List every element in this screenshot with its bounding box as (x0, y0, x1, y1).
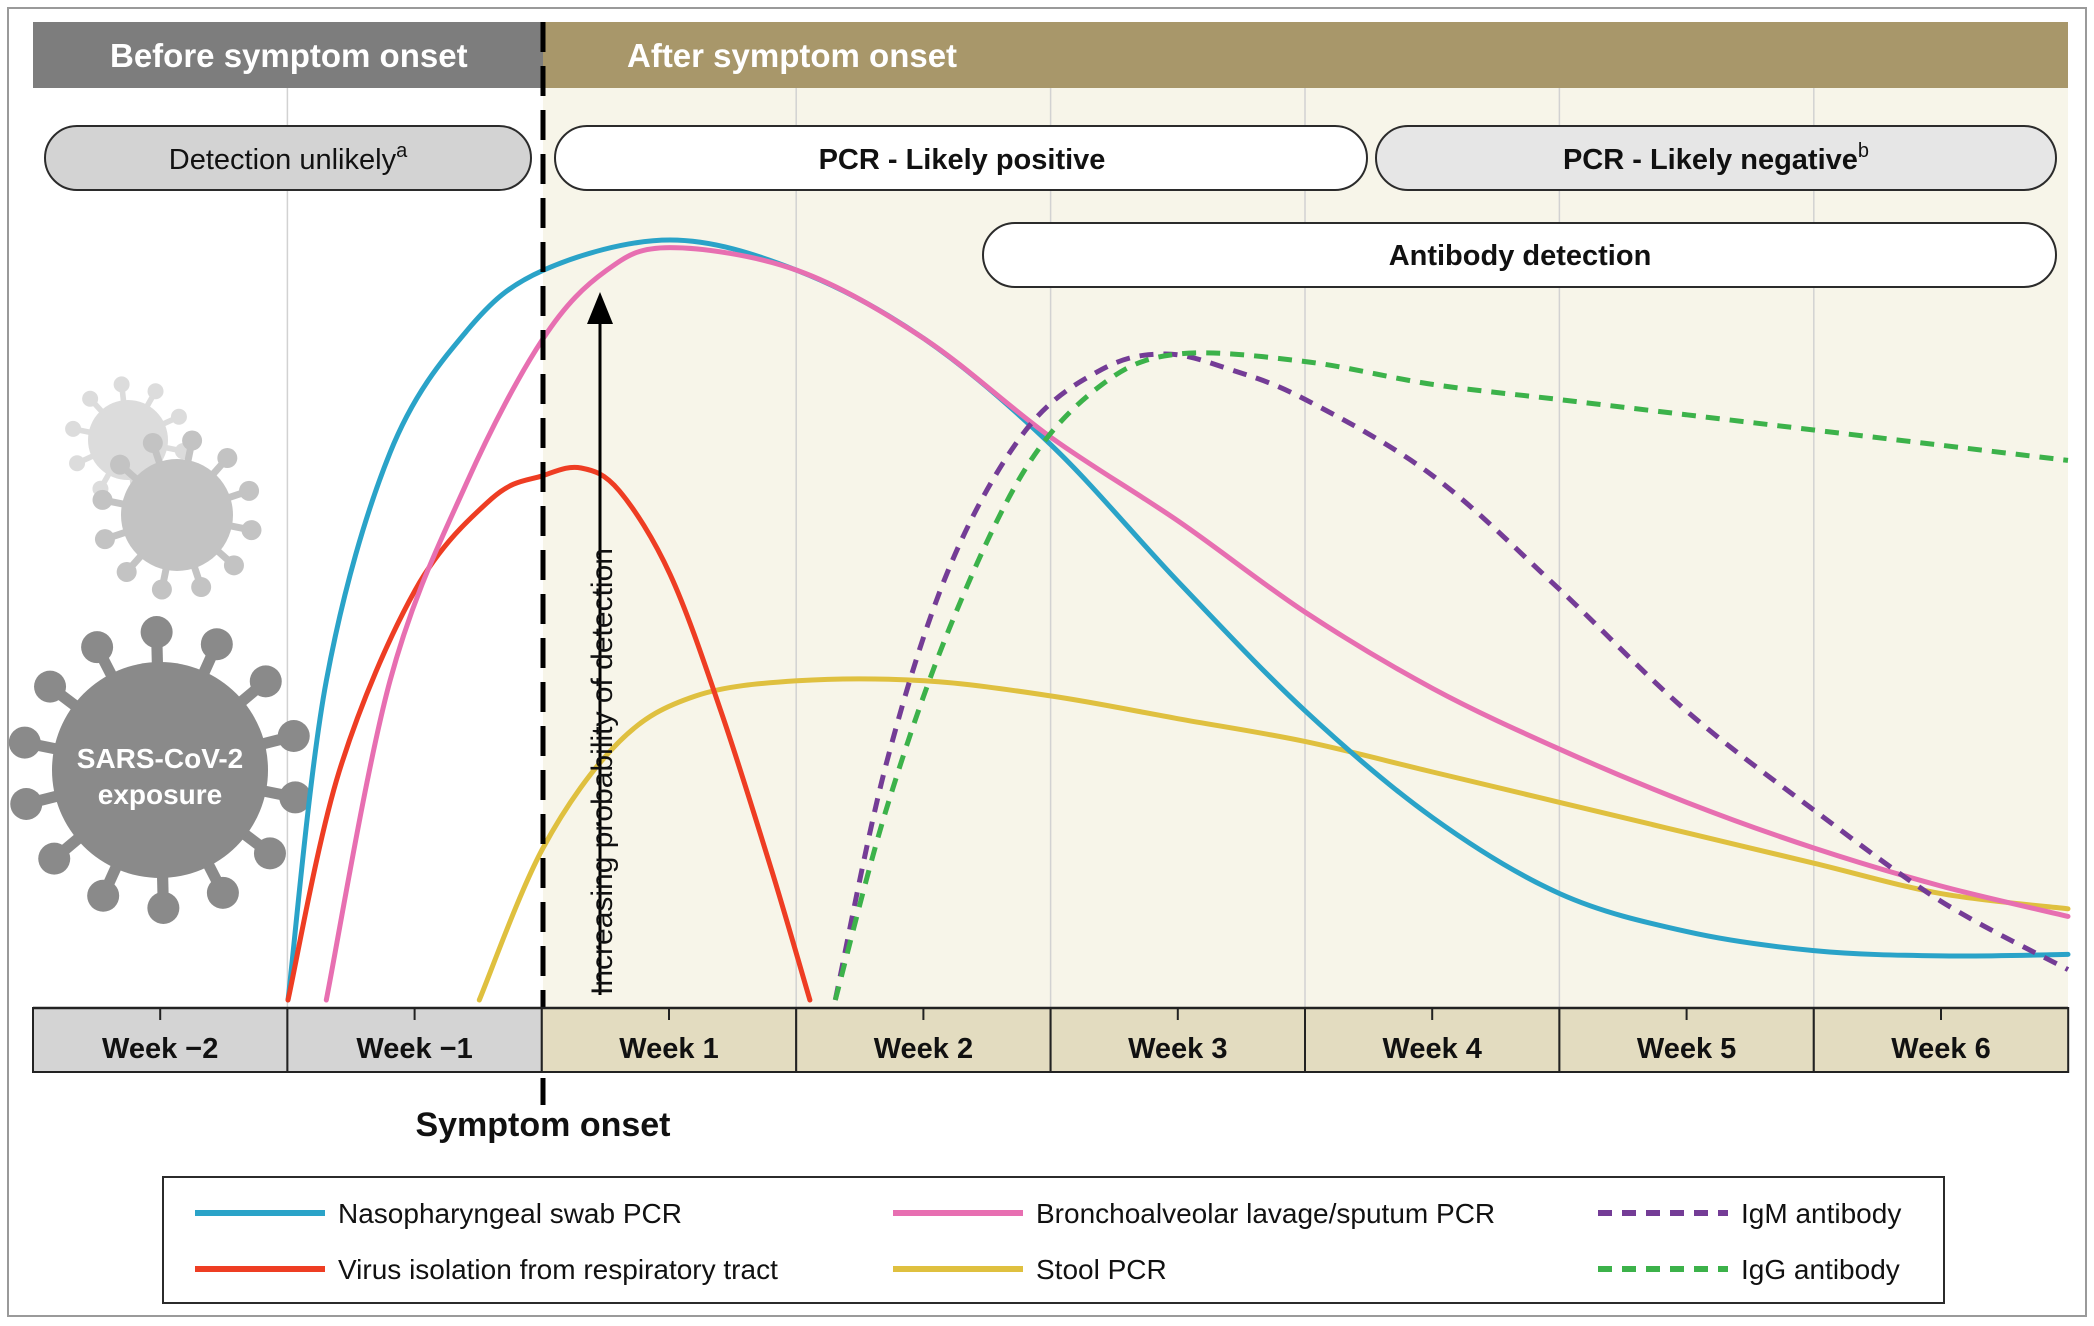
x-tick-label: Week 6 (1891, 1033, 1990, 1065)
x-tick-label: Week 2 (874, 1033, 973, 1065)
legend-label-stool-pcr: Stool PCR (1036, 1254, 1167, 1285)
legend-label-nasopharyngeal-swab-pcr: Nasopharyngeal swab PCR (338, 1198, 682, 1229)
legend-box (162, 1176, 1945, 1304)
pcr-likely-negative-label: PCR - Likely negativeb (1563, 140, 1869, 176)
legend-label-igm-antibody: IgM antibody (1741, 1198, 1901, 1229)
pcr-likely-negative-pill (1375, 125, 2057, 191)
week-axis: Week −2 Week −1 Week 1 Week 2 Week 3 Week 4 We… (32, 1006, 2070, 1073)
legend-label-igg-antibody: IgG antibody (1741, 1254, 1900, 1285)
virus-label-line1: SARS-CoV-2 (77, 743, 243, 774)
sars-cov-2-virus-icon (8, 616, 312, 924)
legend: Nasopharyngeal swab PCR Bronchoalveolar l… (195, 1198, 1901, 1285)
x-tick-label: Week −2 (102, 1033, 218, 1065)
series-line-igg-antibody (832, 350, 2069, 1001)
y-axis-label: Increasing probability of detection (586, 548, 619, 995)
series-line-stool-pcr (476, 676, 2071, 1003)
pcr-likely-positive-label: PCR - Likely positive (819, 144, 1106, 176)
series-line-virus-isolation-from-respiratory-tract (285, 464, 813, 1003)
x-tick-label: Week 3 (1128, 1033, 1227, 1065)
detection-unlikely-label: Detection unlikelya (169, 140, 408, 176)
legend-label-bronchoalveolar-lavage-sputum-pcr: Bronchoalveolar lavage/sputum PCR (1036, 1198, 1495, 1229)
pcr-likely-positive-pill (554, 125, 1368, 191)
sars-cov-2-virus-icon-small (65, 376, 262, 600)
before-onset-header-label: Before symptom onset (110, 37, 468, 74)
series-line-bronchoalveolar-lavage-sputum-pcr (323, 245, 2071, 1003)
series-line-igm-antibody (832, 351, 2070, 1001)
legend-label-virus-isolation-from-respiratory-tract: Virus isolation from respiratory tract (338, 1254, 778, 1285)
antibody-detection-label: Antibody detection (1389, 240, 1652, 272)
virus-label-line2: exposure (98, 779, 223, 810)
x-tick-label: Week 5 (1637, 1033, 1736, 1065)
arrow-up-icon (587, 292, 613, 995)
x-tick-label: Week 1 (619, 1033, 718, 1065)
after-onset-header-label: After symptom onset (627, 37, 957, 74)
after-onset-header (543, 22, 2068, 88)
x-tick-label: Week 4 (1382, 1033, 1481, 1065)
series-line-nasopharyngeal-swab-pcr (285, 237, 2071, 1003)
antibody-detection-pill (982, 222, 2057, 288)
detection-unlikely-pill (44, 125, 532, 191)
chart-series (285, 237, 2071, 1003)
symptom-onset-label: Symptom onset (415, 1106, 670, 1144)
x-tick-label: Week −1 (356, 1033, 472, 1065)
before-onset-header (33, 22, 543, 88)
